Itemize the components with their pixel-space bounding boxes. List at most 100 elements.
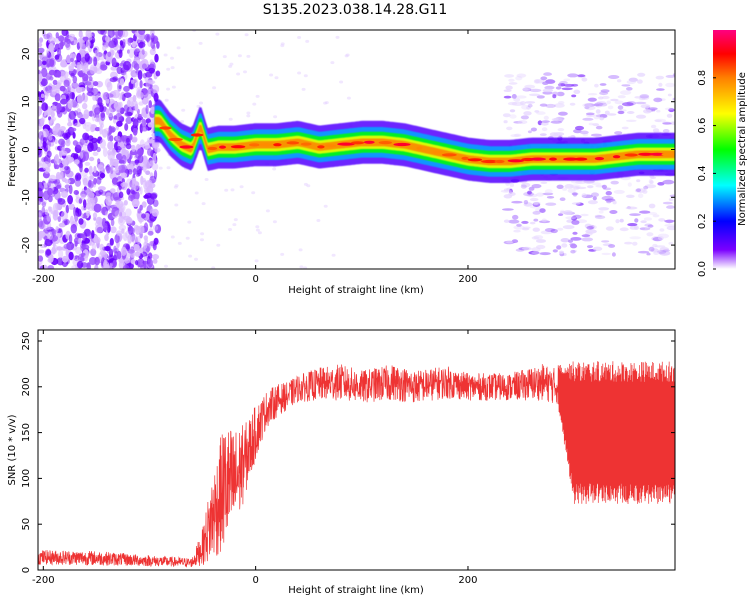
spectrogram-noise-blob <box>152 199 159 207</box>
spectrogram-noise-blob <box>528 250 540 255</box>
spectrogram-noise-blob <box>46 213 51 222</box>
spectrogram-noise-blob <box>61 190 68 198</box>
spectrogram-noise-blob <box>74 178 81 187</box>
spectrogram-noise-blob <box>542 192 554 196</box>
spectrogram-noise-blob <box>147 258 153 268</box>
spectrogram-noise-blob <box>125 111 133 117</box>
spectrogram-noise-blob <box>647 224 654 228</box>
spectrogram-noise-blob <box>152 152 157 163</box>
spectrogram-noise-blob <box>46 52 52 59</box>
spectrogram-noise-blob <box>584 106 590 110</box>
spectrogram-noise-blob <box>528 193 538 198</box>
spectrogram-faint-blob <box>272 220 277 224</box>
spectrogram-noise-blob <box>45 249 52 256</box>
spectrogram-noise-blob <box>559 211 567 214</box>
spectrogram-noise-blob <box>126 217 133 226</box>
spectrogram-noise-blob <box>76 260 84 269</box>
spectrogram-faint-blob <box>232 223 237 227</box>
spectrogram-noise-blob <box>110 226 117 234</box>
spectrogram-noise-blob <box>96 176 102 185</box>
spectrogram-noise-blob <box>526 105 531 110</box>
spectrogram-noise-blob <box>120 246 127 256</box>
spectrogram-noise-blob <box>643 217 653 221</box>
spectrogram-noise-blob <box>587 185 594 189</box>
spectrogram-noise-blob <box>534 110 540 113</box>
spectrogram-faint-blob <box>194 191 199 195</box>
spectrogram-noise-blob <box>99 250 106 256</box>
spectrogram-noise-blob <box>613 189 625 194</box>
spectrogram-noise-blob <box>88 156 95 162</box>
spectrogram-noise-blob <box>610 98 619 102</box>
spectrogram-noise-blob <box>569 184 581 189</box>
spectrogram-noise-blob <box>64 39 71 48</box>
spectrogram-noise-blob <box>126 188 131 195</box>
spectrogram-noise-blob <box>634 218 639 223</box>
colorbar: 0.0 0.2 0.4 0.6 0.8 Normalized spectral ampl… <box>697 30 748 277</box>
spectrogram-noise-blob <box>84 254 88 262</box>
spectrogram-noise-blob <box>581 77 588 82</box>
spectrogram-faint-blob <box>200 238 204 242</box>
spectrogram-noise-blob <box>523 111 532 116</box>
spectrogram-noise-blob <box>564 184 574 189</box>
spectrogram-noise-blob <box>99 139 106 149</box>
spectrogram-noise-blob <box>118 215 124 224</box>
snr-y-tick-label: 0 <box>21 567 32 573</box>
spectrogram-noise-blob <box>598 207 610 211</box>
spectrogram-noise-blob <box>657 236 664 241</box>
spectrogram-noise-blob <box>90 248 97 257</box>
spectrogram-noise-blob <box>640 220 647 224</box>
spectrogram-noise-blob <box>585 112 595 116</box>
spectrogram-noise-blob <box>84 161 91 166</box>
spectrogram-noise-blob <box>145 104 149 115</box>
spectrogram-faint-blob <box>303 74 308 78</box>
spectrogram-noise-blob <box>48 174 57 182</box>
spectrogram-noise-blob <box>40 117 45 127</box>
spectrogram-noise-blob <box>99 243 104 251</box>
spectrogram-noise-blob <box>115 200 120 206</box>
spectrogram-noise-blob <box>123 92 132 98</box>
spectrogram-faint-blob <box>255 94 260 98</box>
spectrogram-noise-blob <box>635 101 647 105</box>
spectrogram-faint-blob <box>166 87 171 91</box>
spectrogram-noise-blob <box>558 111 568 116</box>
spectrogram-noise-blob <box>662 129 670 133</box>
spectrogram-noise-blob <box>666 225 675 231</box>
spectrogram-noise-blob <box>533 218 539 222</box>
spectrogram-faint-blob <box>229 62 234 66</box>
spectrogram-peak <box>363 140 375 144</box>
spectrogram-noise-blob <box>88 110 95 117</box>
spectrogram-noise-blob <box>520 184 527 189</box>
spectrogram-noise-blob <box>653 251 660 255</box>
spectrogram-noise-blob <box>64 179 71 184</box>
spectrogram-faint-blob <box>170 235 175 239</box>
spectrogram-noise-blob <box>148 67 156 74</box>
spectrogram-noise-blob <box>515 95 527 99</box>
spectrogram-noise-blob <box>509 114 517 119</box>
spectrogram-noise-blob <box>598 210 604 214</box>
spectrogram-noise-blob <box>571 83 579 87</box>
spectrogram-noise-blob <box>580 130 589 135</box>
snr-x-tick-label: -200 <box>32 575 55 586</box>
spectrogram-noise-blob <box>544 189 553 194</box>
spectrogram-noise-blob <box>104 211 109 217</box>
spectrogram-noise-blob <box>137 148 144 156</box>
spectrogram-noise-blob <box>66 95 70 101</box>
spectrogram-noise-blob <box>56 232 61 238</box>
spectrogram-noise-blob <box>522 88 529 91</box>
spectrogram-noise-blob <box>533 202 539 206</box>
spectrogram-peak <box>594 157 605 161</box>
spectrogram-noise-blob <box>593 114 601 120</box>
spectrogram-noise-blob <box>45 90 50 97</box>
spectrogram-noise-blob <box>41 128 50 138</box>
spectrogram-noise-blob <box>77 111 83 119</box>
spectrogram-noise-blob <box>640 104 651 109</box>
spectrogram-noise-blob <box>588 122 594 126</box>
spectrogram-noise-blob <box>149 172 154 179</box>
spectrogram-noise-blob <box>527 130 532 134</box>
spectrogram-faint-blob <box>228 64 233 68</box>
spectrogram-peak <box>219 145 226 149</box>
spectrogram-noise-blob <box>68 203 75 210</box>
spectrogram-noise-blob <box>110 188 116 194</box>
spectrogram-noise-blob <box>627 182 632 187</box>
